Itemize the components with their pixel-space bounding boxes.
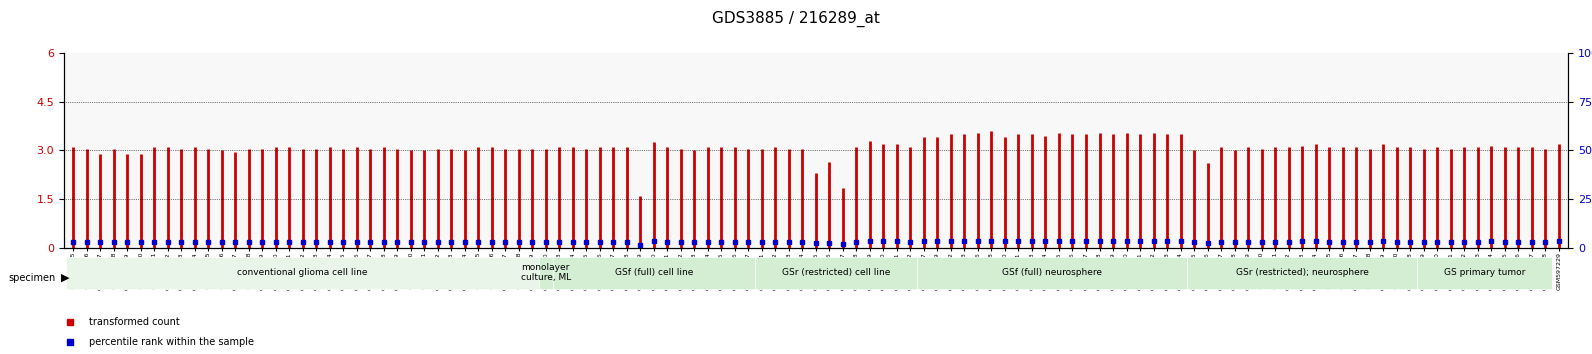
FancyBboxPatch shape [1417, 257, 1552, 289]
FancyBboxPatch shape [917, 257, 1188, 289]
Text: ▶: ▶ [60, 273, 68, 283]
FancyBboxPatch shape [1188, 257, 1417, 289]
Text: GS primary tumor: GS primary tumor [1444, 268, 1525, 277]
Text: monolayer
culture, ML: monolayer culture, ML [521, 263, 572, 282]
Text: percentile rank within the sample: percentile rank within the sample [89, 337, 255, 347]
Text: GSf (full) cell line: GSf (full) cell line [615, 268, 693, 277]
Text: conventional glioma cell line: conventional glioma cell line [237, 268, 368, 277]
FancyBboxPatch shape [552, 257, 755, 289]
FancyBboxPatch shape [755, 257, 917, 289]
Text: GSf (full) neurosphere: GSf (full) neurosphere [1003, 268, 1102, 277]
Text: specimen: specimen [8, 273, 56, 283]
Text: GSr (restricted); neurosphere: GSr (restricted); neurosphere [1235, 268, 1369, 277]
Text: GSr (restricted) cell line: GSr (restricted) cell line [782, 268, 890, 277]
Text: GDS3885 / 216289_at: GDS3885 / 216289_at [712, 11, 880, 27]
Text: transformed count: transformed count [89, 317, 180, 327]
FancyBboxPatch shape [540, 257, 552, 289]
FancyBboxPatch shape [67, 257, 540, 289]
